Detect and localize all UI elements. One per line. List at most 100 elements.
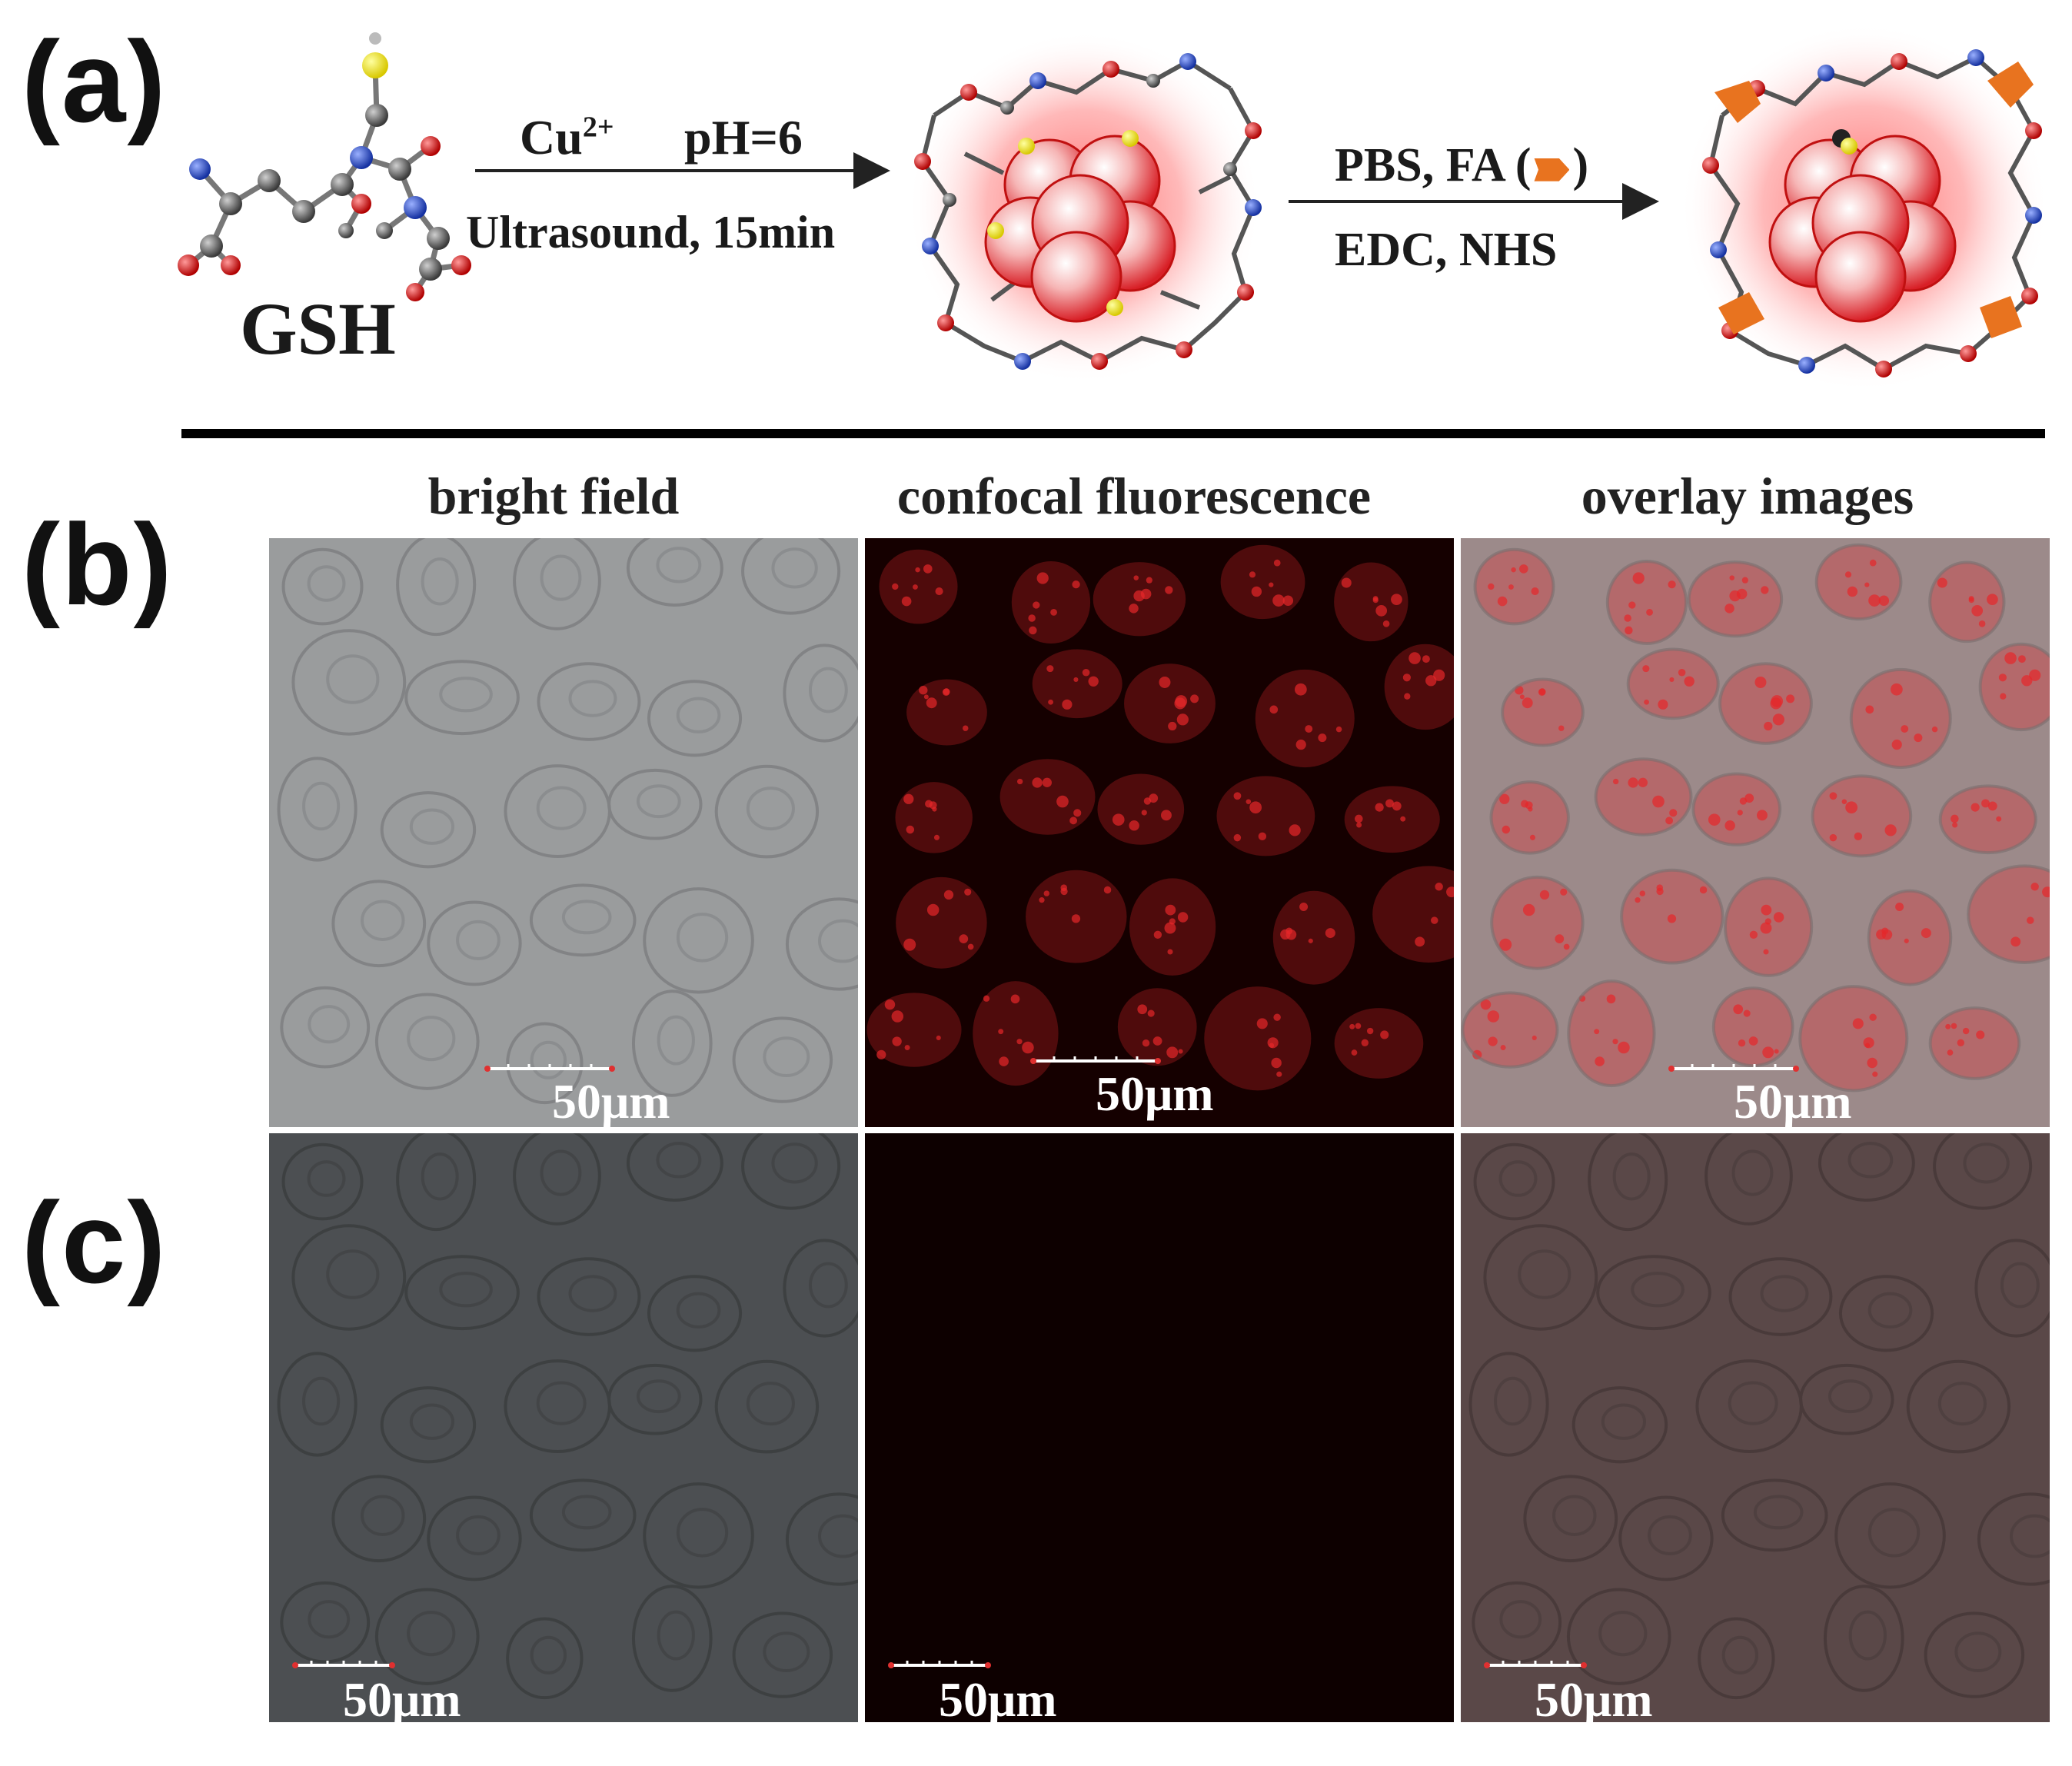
cell-outline bbox=[626, 538, 723, 607]
fluorescent-spot bbox=[1555, 934, 1565, 944]
fluorescent-spot bbox=[1612, 1039, 1618, 1045]
cell-outline bbox=[281, 1142, 364, 1221]
fluorescent-spot bbox=[1043, 890, 1050, 896]
fluorescent-spot bbox=[1639, 890, 1646, 896]
cell-nucleus bbox=[657, 1610, 695, 1661]
cell-nucleus bbox=[1721, 1635, 1759, 1675]
fluorescent-spot bbox=[1829, 833, 1838, 842]
cell-nucleus bbox=[1848, 1142, 1894, 1179]
fluorescent-spot bbox=[903, 938, 916, 951]
cell-nucleus bbox=[1828, 1379, 1873, 1414]
fluorescent-spot bbox=[1841, 799, 1848, 804]
fluorescent-spot bbox=[1971, 605, 1984, 617]
cell-signal bbox=[1032, 649, 1122, 719]
cell-outline bbox=[1704, 1133, 1793, 1226]
fluorescent-spot bbox=[1914, 733, 1923, 743]
fluorescent-spot bbox=[1878, 595, 1890, 606]
fluorescent-spot bbox=[1258, 832, 1267, 841]
cell-outline bbox=[277, 1352, 358, 1457]
fluorescent-spot bbox=[998, 1029, 1004, 1035]
cell-nucleus bbox=[676, 1508, 729, 1558]
cell-nucleus bbox=[421, 1152, 459, 1201]
fluorescent-spot bbox=[1039, 897, 1045, 903]
fluorescent-spot bbox=[1133, 590, 1145, 602]
fluorescent-spot bbox=[1069, 816, 1078, 825]
fluorescent-spot bbox=[2010, 936, 2021, 947]
fluorescent-spot bbox=[1962, 1027, 1970, 1035]
scale-bar bbox=[1030, 1056, 1161, 1064]
cell-outline bbox=[1618, 1495, 1714, 1581]
cell-outline bbox=[631, 989, 713, 1097]
cell-nucleus bbox=[456, 1515, 501, 1555]
cell-outline bbox=[331, 1475, 427, 1563]
fluorescent-spot bbox=[1422, 655, 1430, 663]
cell-outline bbox=[396, 1133, 477, 1232]
fluorescent-spot bbox=[1890, 683, 1903, 696]
fluorescent-spot bbox=[1951, 1023, 1957, 1029]
cell-outline bbox=[1723, 876, 1814, 977]
cell-nucleus bbox=[818, 1514, 858, 1558]
scale-bar bbox=[292, 1661, 395, 1668]
fluorescent-spot bbox=[2000, 693, 2007, 700]
cell-signal bbox=[1693, 773, 1781, 845]
cell-outline bbox=[1567, 979, 1656, 1088]
step2-reagents-close: ) bbox=[1572, 139, 1589, 191]
cell-outline bbox=[1721, 1478, 1828, 1552]
fluorescent-spot bbox=[1305, 725, 1313, 733]
fluorescent-spot bbox=[932, 807, 937, 812]
fluorescent-spot bbox=[1872, 1071, 1878, 1077]
cell-outline bbox=[1698, 1617, 1775, 1700]
cell-nucleus bbox=[1731, 1149, 1774, 1196]
cell-outline bbox=[1867, 889, 1953, 986]
bg-b-fluor bbox=[865, 538, 1454, 1127]
cell-outline bbox=[626, 1133, 723, 1202]
cell-outline bbox=[1849, 667, 1952, 770]
fluorescent-spot bbox=[1167, 949, 1173, 955]
cell-nucleus bbox=[676, 697, 721, 733]
cell-outline bbox=[1626, 647, 1720, 720]
bg-b-bright bbox=[269, 538, 858, 1127]
fluorescent-spot bbox=[1042, 777, 1053, 787]
fluorescent-spot bbox=[1269, 582, 1274, 587]
cell-outline bbox=[1523, 1475, 1618, 1563]
scale-bar bbox=[484, 1064, 615, 1072]
fluorescent-spot bbox=[1392, 801, 1402, 811]
cell-outline bbox=[1687, 560, 1784, 638]
cell-nucleus bbox=[636, 1379, 681, 1414]
cell-signal bbox=[1492, 876, 1583, 969]
cell-outline bbox=[1472, 1581, 1562, 1664]
cell-signal bbox=[1491, 782, 1568, 853]
cell-outline bbox=[732, 1611, 833, 1698]
fluorescent-spot bbox=[1642, 665, 1650, 673]
fluorescent-spot bbox=[1355, 1023, 1362, 1029]
fluorescent-spot bbox=[1560, 888, 1568, 896]
fluorescent-spot bbox=[1341, 577, 1352, 588]
cell-nucleus bbox=[2010, 1514, 2050, 1558]
fluorescent-spot bbox=[1865, 705, 1874, 714]
fluorescent-spot bbox=[1668, 580, 1676, 589]
cell-outline bbox=[1798, 985, 1909, 1093]
cell-outline bbox=[1501, 677, 1585, 747]
fluorescent-spot bbox=[1760, 922, 1772, 934]
fluorescent-spot bbox=[1016, 778, 1023, 785]
fluorescent-spot bbox=[892, 1036, 902, 1046]
cell-nucleus bbox=[361, 900, 405, 941]
cell-nucleus bbox=[1499, 1600, 1542, 1639]
fluorescent-spot bbox=[1036, 572, 1049, 584]
col-head-confocal-fluorescence: confocal fluorescence bbox=[896, 467, 1372, 525]
cell-nucleus bbox=[307, 565, 346, 602]
cell-outline bbox=[506, 1022, 584, 1105]
scale-label: 50μm bbox=[343, 1672, 461, 1722]
fluorescent-spot bbox=[913, 584, 918, 590]
bg-c-bright bbox=[269, 1133, 858, 1722]
fluorescent-spot bbox=[1595, 1056, 1605, 1066]
fluorescent-spot bbox=[1382, 620, 1390, 627]
fluorescent-spot bbox=[1869, 1013, 1877, 1021]
cell-outline bbox=[1814, 543, 1903, 621]
fluorescent-spot bbox=[1772, 713, 1784, 726]
cell-nucleus bbox=[1867, 1292, 1913, 1329]
fluorescent-spot bbox=[1149, 793, 1159, 803]
fluorescent-spot bbox=[2021, 675, 2033, 687]
fluorescent-spot bbox=[1294, 683, 1307, 696]
fluorescent-spot bbox=[1050, 608, 1057, 616]
